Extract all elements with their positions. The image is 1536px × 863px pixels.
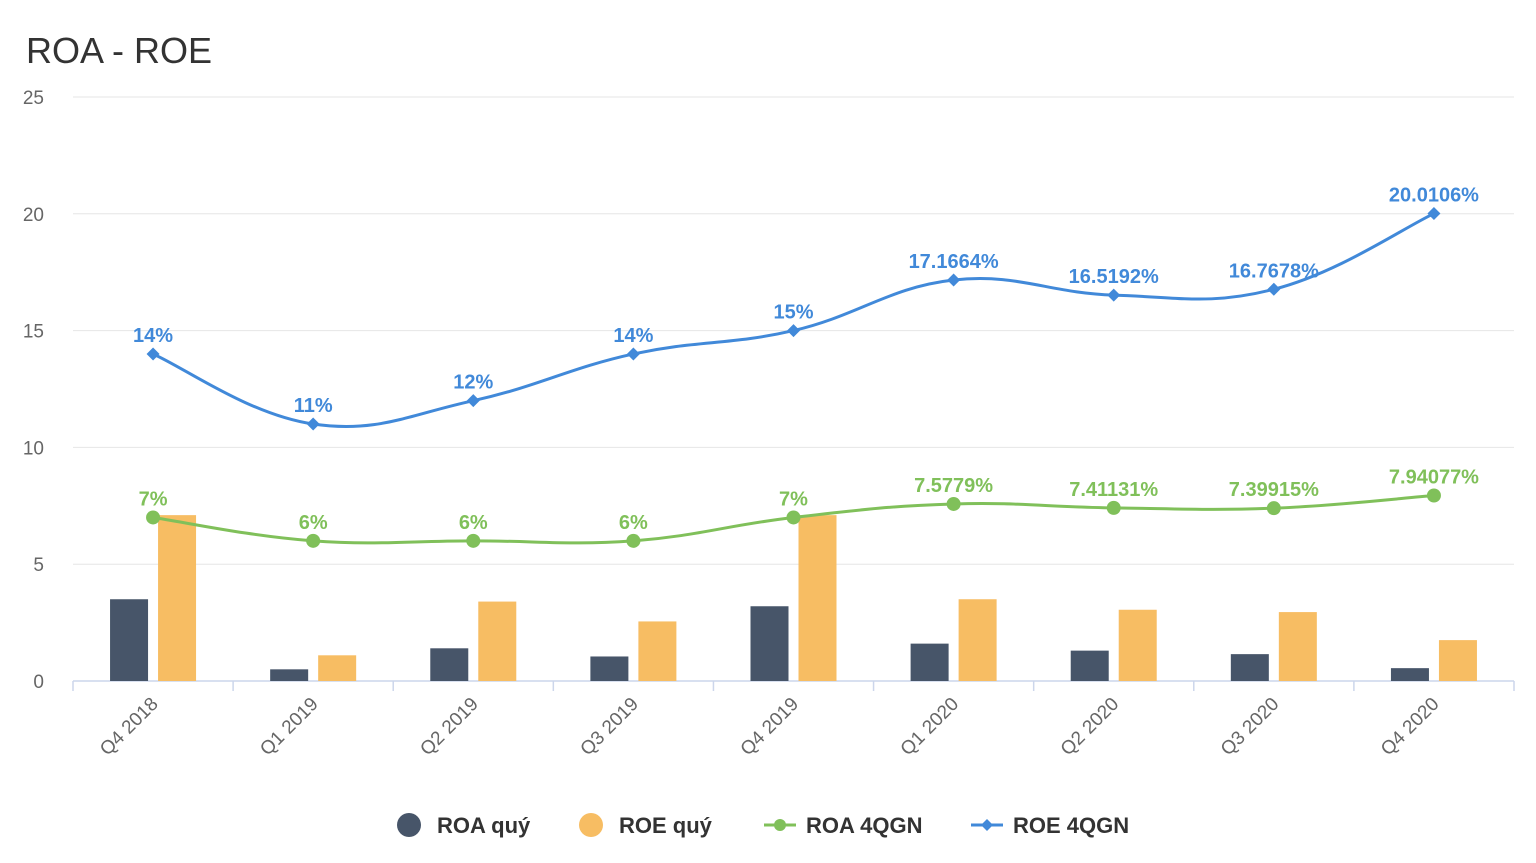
legend-swatch xyxy=(579,813,603,837)
point-roe-4qgn xyxy=(947,273,961,287)
legend-label: ROE quý xyxy=(619,813,713,838)
data-label-roa-4qgn: 7.94077% xyxy=(1389,467,1479,489)
bar-roe-quy xyxy=(158,515,197,681)
legend-label: ROA quý xyxy=(437,813,531,838)
point-roe-4qgn xyxy=(1427,207,1441,221)
data-label-roa-4qgn: 7% xyxy=(139,488,168,510)
x-tick-label: Q1 2019 xyxy=(256,694,322,760)
data-label-roe-4qgn: 16.7678% xyxy=(1229,260,1319,282)
chart-title: ROA - ROE xyxy=(26,30,213,71)
legend-item-roa-quy: ROA quý xyxy=(397,813,531,838)
bar-roa-quy xyxy=(590,656,629,681)
x-tick-label: Q4 2019 xyxy=(737,694,803,760)
data-label-roa-4qgn: 6% xyxy=(299,512,328,534)
bar-roe-quy xyxy=(478,601,517,681)
point-roe-4qgn xyxy=(787,324,800,338)
data-label-roe-4qgn: 14% xyxy=(613,325,653,347)
x-tick-label: Q3 2019 xyxy=(577,694,643,760)
data-label-roe-4qgn: 17.1664% xyxy=(909,251,999,273)
bar-roe-quy xyxy=(1438,640,1477,681)
legend-item-roa-4qgn: ROA 4QGN xyxy=(764,813,923,838)
data-label-roa-4qgn: 6% xyxy=(459,512,488,534)
legend-item-roe-quy: ROE quý xyxy=(579,813,713,838)
bar-roa-quy xyxy=(910,643,949,681)
data-label-roe-4qgn: 15% xyxy=(773,302,813,324)
point-roe-4qgn xyxy=(1107,288,1121,302)
y-tick-label: 0 xyxy=(33,672,44,693)
bar-roe-quy xyxy=(638,621,677,681)
point-roe-4qgn xyxy=(146,347,160,361)
y-tick-label: 10 xyxy=(23,438,44,459)
y-tick-label: 25 xyxy=(23,88,44,109)
data-label-roe-4qgn: 16.5192% xyxy=(1069,266,1159,288)
data-label-roa-4qgn: 7.41131% xyxy=(1069,479,1158,501)
point-roa-4qgn xyxy=(466,533,481,548)
data-label-roe-4qgn: 11% xyxy=(294,395,333,417)
bar-roe-quy xyxy=(1278,612,1317,681)
bar-roa-quy xyxy=(1390,668,1429,681)
point-roa-4qgn xyxy=(1426,488,1441,503)
data-label-roa-4qgn: 7.5779% xyxy=(914,475,993,497)
point-roe-4qgn xyxy=(626,347,640,361)
x-tick-label: Q1 2020 xyxy=(897,694,963,760)
point-roa-4qgn xyxy=(1266,501,1281,516)
legend-marker xyxy=(981,819,993,831)
bar-roa-quy xyxy=(1230,654,1269,681)
point-roe-4qgn xyxy=(306,417,320,431)
x-tick-label: Q4 2020 xyxy=(1377,694,1443,760)
point-roa-4qgn xyxy=(146,510,161,525)
bar-roa-quy xyxy=(110,599,149,681)
bar-roe-quy xyxy=(958,599,997,681)
data-label-roe-4qgn: 20.0106% xyxy=(1389,185,1479,207)
x-tick-label: Q4 2018 xyxy=(96,694,162,760)
y-tick-label: 5 xyxy=(33,555,44,576)
bar-roe-quy xyxy=(318,655,357,681)
point-roa-4qgn xyxy=(626,533,641,548)
bar-roa-quy xyxy=(750,606,789,681)
legend-item-roe-4qgn: ROE 4QGN xyxy=(971,813,1129,838)
legend-marker xyxy=(774,819,786,831)
y-tick-label: 15 xyxy=(23,322,44,343)
bar-roa-quy xyxy=(270,669,309,681)
bar-roe-quy xyxy=(1118,609,1157,681)
legend-swatch xyxy=(397,813,421,837)
bar-roa-quy xyxy=(430,648,469,681)
point-roa-4qgn xyxy=(306,533,321,548)
legend-label: ROE 4QGN xyxy=(1013,813,1129,838)
data-label-roa-4qgn: 7% xyxy=(779,488,808,510)
data-label-roe-4qgn: 14% xyxy=(133,325,173,347)
x-tick-label: Q2 2020 xyxy=(1057,694,1123,760)
point-roa-4qgn xyxy=(946,496,961,511)
point-roa-4qgn xyxy=(1106,500,1121,515)
data-label-roa-4qgn: 6% xyxy=(619,512,648,534)
x-tick-label: Q2 2019 xyxy=(416,694,482,760)
data-label-roe-4qgn: 12% xyxy=(453,372,493,394)
legend-label: ROA 4QGN xyxy=(806,813,923,838)
data-label-roa-4qgn: 7.39915% xyxy=(1229,479,1319,501)
x-tick-label: Q3 2020 xyxy=(1217,694,1283,760)
bar-roe-quy xyxy=(798,515,837,681)
bar-roa-quy xyxy=(1070,650,1109,681)
point-roe-4qgn xyxy=(466,394,480,408)
point-roe-4qgn xyxy=(1267,282,1281,296)
point-roa-4qgn xyxy=(786,510,801,525)
y-tick-label: 20 xyxy=(23,205,44,226)
